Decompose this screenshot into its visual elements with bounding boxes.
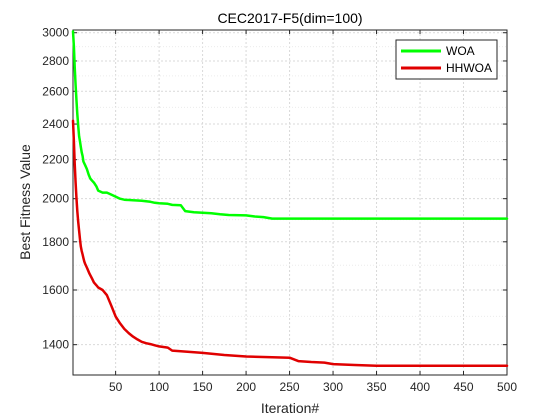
y-tick-label: 2000	[42, 192, 69, 206]
x-tick-label: 450	[453, 380, 473, 394]
tick-marks	[73, 30, 508, 375]
x-tick-label: 300	[323, 380, 343, 394]
x-tick-label: 350	[367, 380, 387, 394]
x-tick-label: 150	[193, 380, 213, 394]
x-tick-label: 250	[280, 380, 300, 394]
y-tick-label: 2800	[42, 54, 69, 68]
legend: WOA HHWOA	[395, 39, 498, 80]
tick-labels: 50 100 150 200 250 300 350 400 450 500 1400 1600 180…	[42, 26, 517, 394]
grid	[73, 30, 508, 376]
x-tick-label: 500	[497, 380, 517, 394]
y-tick-label: 2400	[42, 117, 69, 131]
y-tick-label: 3000	[42, 26, 69, 40]
chart-title: CEC2017-F5(dim=100)	[217, 10, 362, 26]
y-tick-label: 1400	[42, 338, 69, 352]
x-tick-label: 50	[109, 380, 123, 394]
y-tick-label: 2600	[42, 84, 69, 98]
y-tick-label: 2200	[42, 153, 69, 167]
x-axis-label: Iteration#	[261, 400, 320, 416]
x-tick-label: 100	[149, 380, 169, 394]
y-tick-label: 1600	[42, 283, 69, 297]
series-line-woa	[71, 30, 509, 220]
x-tick-label: 400	[410, 380, 430, 394]
y-axis-label: Best Fitness Value	[17, 144, 33, 260]
series-lines	[71, 30, 509, 367]
y-tick-label: 1800	[42, 235, 69, 249]
x-tick-label: 200	[236, 380, 256, 394]
legend-box	[395, 39, 498, 80]
legend-label-woa: WOA	[446, 44, 475, 58]
legend-label-hhwoa: HHWOA	[446, 61, 492, 75]
series-line-hhwoa	[71, 119, 509, 367]
